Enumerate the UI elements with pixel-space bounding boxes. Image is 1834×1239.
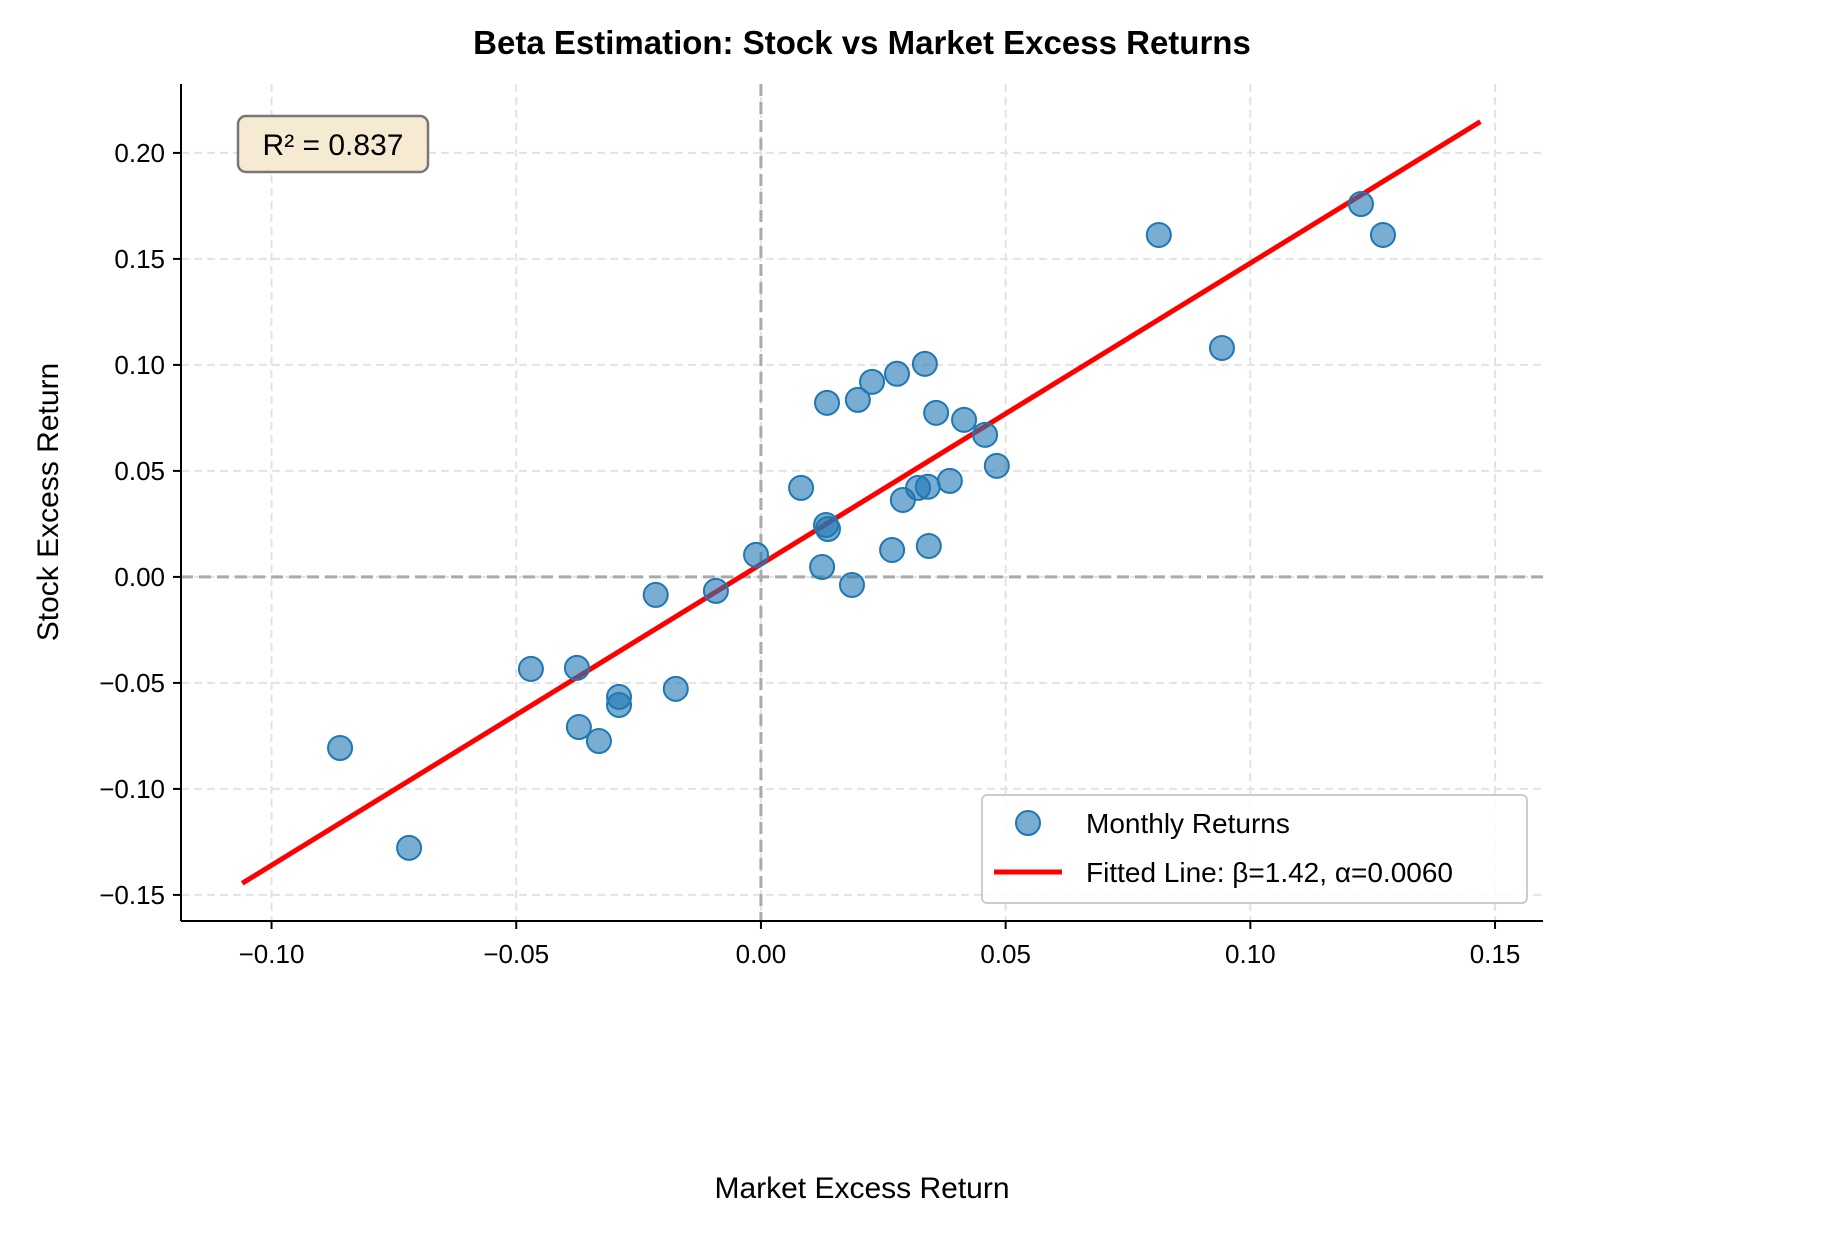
data-point <box>879 536 906 563</box>
data-point <box>606 691 633 718</box>
y-tick-label: −0.05 <box>99 668 165 698</box>
data-point <box>642 581 669 608</box>
data-point <box>1369 221 1396 248</box>
x-tick-label: −0.05 <box>483 939 549 969</box>
data-point <box>809 553 836 580</box>
fitted-line <box>240 119 1482 886</box>
data-point <box>951 406 978 433</box>
y-tick-label: −0.10 <box>99 774 165 804</box>
x-tick-label: −0.10 <box>239 939 305 969</box>
data-point <box>1145 221 1172 248</box>
legend-box <box>981 794 1528 904</box>
data-point <box>914 473 941 500</box>
data-point <box>585 728 612 755</box>
data-point <box>1208 334 1235 361</box>
y-tick-label: −0.15 <box>99 880 165 910</box>
data-point <box>972 421 999 448</box>
data-point <box>327 735 354 762</box>
data-point <box>883 360 910 387</box>
x-tick-label: 0.00 <box>736 939 787 969</box>
legend-label-scatter: Monthly Returns <box>1086 808 1290 839</box>
data-point <box>838 571 865 598</box>
tick-labels: −0.10 −0.05 0.00 0.05 0.10 0.15 −0.15 −0.10 −0.0… <box>99 138 1520 969</box>
axes <box>173 84 1543 929</box>
data-point <box>814 389 841 416</box>
data-point <box>814 516 841 543</box>
data-point <box>662 675 689 702</box>
data-point <box>844 386 871 413</box>
r-squared-annotation: R² = 0.837 <box>236 114 430 174</box>
data-point <box>915 532 942 559</box>
x-tick-label: 0.15 <box>1470 939 1521 969</box>
zero-lines <box>181 84 1543 921</box>
data-point <box>743 541 770 568</box>
legend-label-line: Fitted Line: β=1.42, α=0.0060 <box>1086 857 1453 888</box>
fitted-line-group <box>240 119 1482 886</box>
data-point <box>563 654 590 681</box>
data-point <box>396 834 423 861</box>
legend-marker-scatter <box>1015 810 1041 836</box>
x-tick-label: 0.10 <box>1225 939 1276 969</box>
data-point <box>983 452 1010 479</box>
scatter-points <box>327 190 1396 861</box>
data-point <box>788 474 815 501</box>
data-point <box>911 350 938 377</box>
data-point <box>1347 190 1374 217</box>
y-tick-label: 0.15 <box>114 244 165 274</box>
annotation-text: R² = 0.837 <box>263 129 404 162</box>
data-point <box>859 368 886 395</box>
data-point <box>565 714 592 741</box>
chart-title: Beta Estimation: Stock vs Market Excess … <box>473 24 1251 61</box>
x-axis-label: Market Excess Return <box>714 1172 1009 1205</box>
data-point <box>517 655 544 682</box>
data-point <box>923 399 950 426</box>
y-axis-label: Stock Excess Return <box>32 363 65 641</box>
data-point <box>702 577 729 604</box>
x-tick-label: 0.05 <box>980 939 1031 969</box>
legend: Monthly Returns Fitted Line: β=1.42, α=0… <box>981 794 1528 904</box>
annotation-box <box>236 114 430 174</box>
y-tick-label: 0.00 <box>114 562 165 592</box>
y-tick-label: 0.10 <box>114 350 165 380</box>
y-tick-label: 0.20 <box>114 138 165 168</box>
data-point <box>936 467 963 494</box>
y-tick-label: 0.05 <box>114 456 165 486</box>
